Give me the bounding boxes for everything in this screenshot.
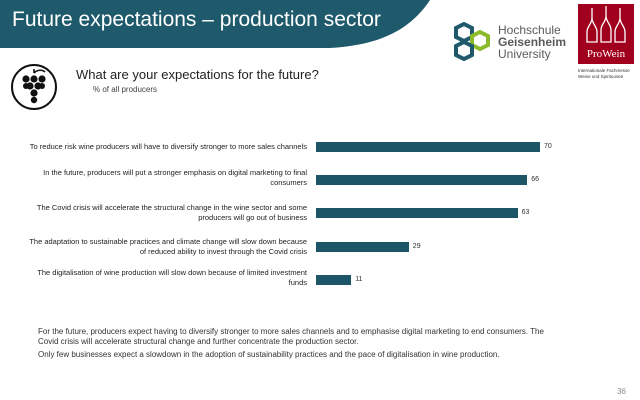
category-label-1: To reduce risk wine producers will have … — [29, 142, 307, 151]
bar-4 — [316, 242, 409, 252]
prowein-logo: ProWein — [578, 4, 634, 64]
bar-5 — [316, 275, 352, 285]
value-label-2: 66 — [531, 176, 539, 183]
summary-paragraph-1: For the future, producers expect having … — [38, 327, 544, 346]
question-heading: What are your expectations for the futur… — [76, 67, 319, 82]
category-label-2: In the future, producers will put a stro… — [43, 168, 307, 187]
header-banner: Future expectations – production sector — [0, 0, 640, 80]
hochschule-logo-text: Hochschule Geisenheim University — [498, 24, 566, 60]
value-label-1: 70 — [544, 143, 552, 150]
bottles-icon — [586, 6, 626, 43]
page-number: 36 — [617, 387, 626, 396]
hochschule-logo-icon — [454, 22, 490, 62]
hochschule-line-3: University — [498, 47, 551, 61]
category-label-5: The digitalisation of wine production wi… — [37, 268, 307, 287]
page-title: Future expectations – production sector — [12, 8, 381, 31]
bar-3 — [316, 208, 518, 218]
summary-text: For the future, producers expect having … — [38, 327, 558, 363]
hochschule-line-1: Hochschule — [498, 23, 561, 37]
value-label-3: 63 — [521, 209, 530, 216]
bar-1 — [316, 142, 540, 152]
category-label-4: The adaptation to sustainable practices … — [29, 237, 307, 256]
bar-2 — [316, 175, 528, 185]
hochschule-line-2: Geisenheim — [498, 35, 567, 49]
prowein-subtitle: Internationale Fachmesse Weine und Spiri… — [578, 68, 630, 79]
value-label-5: 11 — [355, 276, 363, 283]
prowein-name: ProWein — [586, 48, 626, 60]
grapes-icon — [11, 64, 57, 110]
summary-paragraph-2: Only few businesses expect a slowdown in… — [38, 350, 500, 359]
category-label-3: The Covid crisis will accelerate the str… — [36, 203, 307, 222]
value-label-4: 29 — [412, 243, 421, 250]
question-subtitle: % of all producers — [93, 85, 158, 94]
header-background — [0, 0, 430, 48]
